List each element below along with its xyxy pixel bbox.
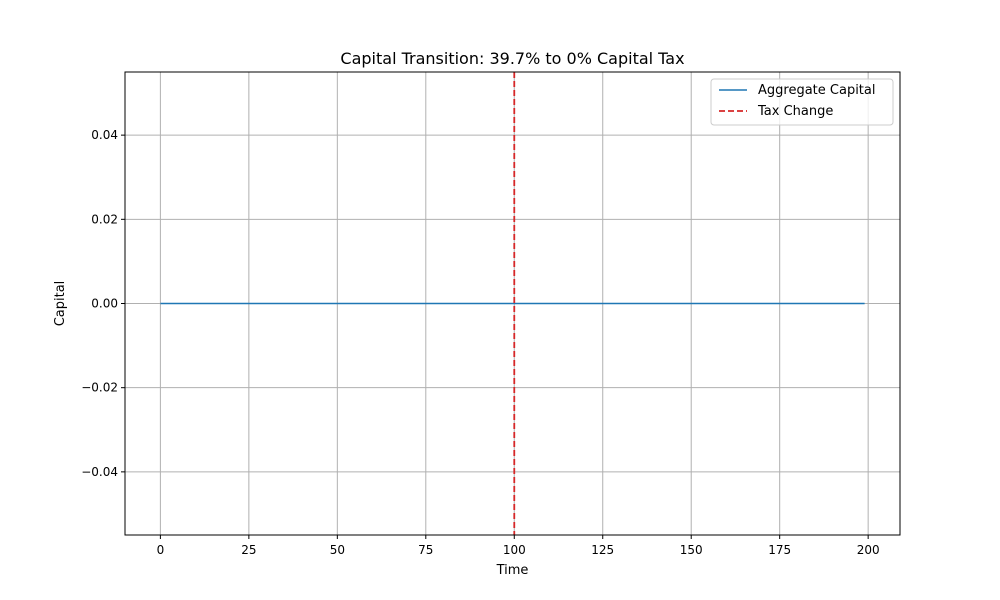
y-tick-label: 0.00 (91, 297, 118, 311)
x-tick-label: 0 (157, 543, 165, 557)
y-ticks: −0.04 −0.02 0.00 0.02 0.04 (81, 128, 125, 479)
y-axis-label: Capital (53, 281, 68, 327)
y-tick-label: 0.04 (91, 128, 118, 142)
y-tick-label: −0.04 (81, 465, 118, 479)
legend-label-tax-change: Tax Change (757, 104, 833, 119)
x-tick-label: 50 (330, 543, 345, 557)
x-tick-label: 25 (241, 543, 256, 557)
x-tick-label: 100 (503, 543, 526, 557)
chart-title: Capital Transition: 39.7% to 0% Capital … (340, 49, 684, 68)
x-axis-label: Time (496, 563, 529, 578)
legend-label-aggregate-capital: Aggregate Capital (758, 83, 875, 98)
x-tick-label: 175 (768, 543, 791, 557)
y-tick-label: −0.02 (81, 381, 118, 395)
legend-box (710, 78, 894, 126)
x-ticks: 0 25 50 75 100 125 150 175 200 (157, 535, 880, 557)
x-tick-label: 125 (591, 543, 614, 557)
legend: Aggregate Capital Tax Change (710, 78, 894, 126)
y-tick-label: 0.02 (91, 212, 118, 226)
x-tick-label: 150 (680, 543, 703, 557)
plot-lines (160, 72, 865, 535)
x-tick-label: 200 (857, 543, 880, 557)
x-tick-label: 75 (418, 543, 433, 557)
